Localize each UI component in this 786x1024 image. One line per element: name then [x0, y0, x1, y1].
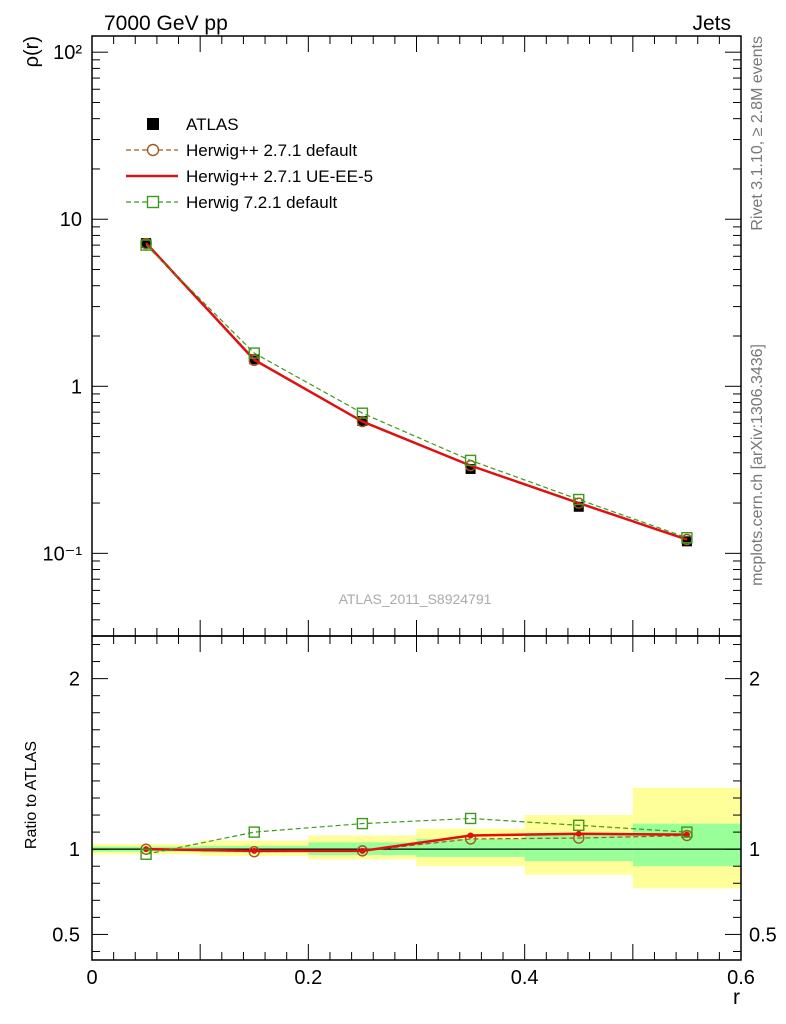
ratio-ylabel: Ratio to ATLAS: [23, 741, 40, 849]
ratio-ytick-label-left: 2: [69, 669, 80, 691]
main-series-3-point: [464, 454, 477, 467]
main-series-1-line: [145, 243, 688, 541]
header-left: 7000 GeV pp: [104, 12, 228, 35]
ratio-series-3-point: [248, 826, 260, 838]
main-series-3-point: [356, 407, 369, 419]
ratio-band-stat: [416, 838, 525, 857]
main-series-1-point: [356, 415, 369, 428]
main-ytick-label: 1: [71, 376, 82, 398]
legend-label: Herwig 7.2.1 default: [186, 193, 337, 212]
ratio-series-2-point: [683, 831, 690, 838]
main-series-3-point: [681, 532, 693, 544]
legend-label: Herwig++ 2.7.1 UE-EE-5: [186, 167, 373, 186]
atlas-data-point: [681, 536, 692, 547]
main-panel-series: [140, 237, 693, 547]
main-series-3-point: [140, 239, 152, 251]
legend: ATLAS Herwig++ 2.7.1 default Herwig++ 2.7.…: [126, 115, 373, 212]
main-series-3-point: [573, 493, 585, 506]
ratio-ytick-label-right: 2: [749, 669, 760, 691]
ratio-xlabel: r: [733, 986, 740, 1009]
ratio-series-2-point: [359, 847, 366, 854]
ratio-series-3-point: [464, 812, 477, 825]
atlas-data-point: [573, 501, 584, 512]
main-series-3-point: [248, 347, 260, 359]
ratio-series-2-line: [146, 832, 687, 853]
atlas-data-point: [465, 463, 476, 474]
ratio-series-2-point: [251, 847, 258, 854]
ratio-series-2-point: [575, 830, 582, 837]
legend-marker-square: [146, 195, 160, 209]
ratio-series-3-line: [145, 817, 687, 855]
ratio-xtick-label: 0: [86, 967, 97, 989]
main-ytick-label: 10²: [53, 42, 82, 64]
ratio-ytick-label-left: 0.5: [52, 924, 80, 946]
ratio-series-3-point: [140, 848, 152, 860]
main-series-3-line: [145, 244, 688, 539]
legend-label: Herwig++ 2.7.1 default: [186, 141, 357, 160]
main-series-1-point: [248, 354, 260, 367]
side-text-lower: mcplots.cern.ch [arXiv:1306.3436]: [749, 344, 766, 586]
watermark: ATLAS_2011_S8924791: [339, 591, 492, 607]
ratio-xtick-label: 0.2: [294, 967, 322, 989]
ratio-series-2-point: [467, 832, 474, 839]
ratio-xtick-label: 0.4: [511, 967, 539, 989]
ratio-series-3-point: [573, 819, 585, 831]
ratio-uncertainty-bands: [92, 787, 741, 889]
main-ylabel: ρ(r): [21, 36, 43, 67]
ratio-ytick-label-right: 0.5: [749, 924, 777, 946]
legend-label: ATLAS: [186, 115, 239, 134]
ratio-ytick-label-right: 1: [749, 839, 760, 861]
legend-marker-circle: [146, 143, 160, 157]
header-right: Jets: [692, 12, 731, 35]
ratio-panel-series: [140, 812, 693, 860]
main-series-2-line: [145, 242, 688, 541]
legend-marker-filled-square: [147, 118, 159, 130]
ratio-series-3-point: [681, 826, 693, 838]
ratio-ytick-label-left: 1: [69, 839, 80, 861]
main-panel-axes: 10⁻¹ 1 10 10²: [43, 35, 742, 637]
side-text-upper: Rivet 3.1.10, ≥ 2.8M events: [749, 36, 766, 231]
main-ytick-label: 10⁻¹: [43, 543, 83, 565]
ratio-series-3-point: [356, 817, 369, 830]
main-ytick-label: 10: [60, 209, 82, 231]
ratio-xtick-label: 0.6: [727, 967, 755, 989]
